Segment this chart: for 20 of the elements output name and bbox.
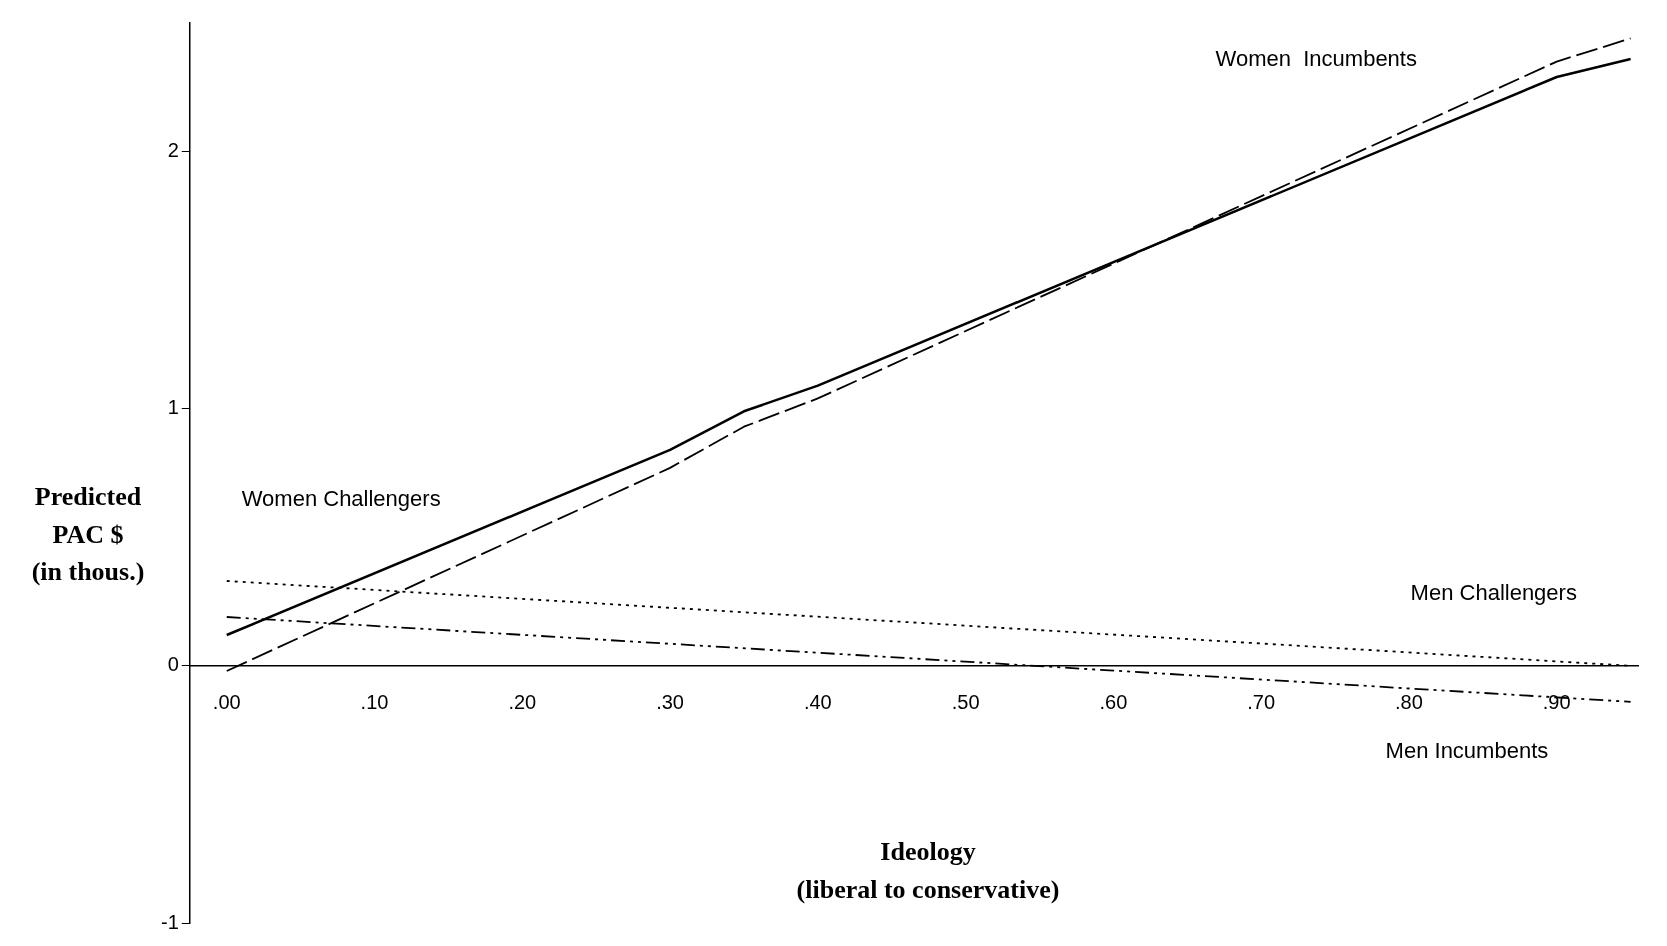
- x-tick-label: .50: [951, 691, 980, 714]
- x-tick-label: .40: [803, 691, 832, 714]
- x-tick-label: .10: [360, 691, 389, 714]
- x-tick-label: .00: [212, 691, 241, 714]
- text: Women Incumbents: [1215, 46, 1417, 72]
- x-axis-title: Ideology (liberal to conservative): [795, 836, 1061, 906]
- x-tick-label: .90: [1542, 691, 1571, 714]
- y-tick-label: 2: [167, 139, 179, 162]
- y-axis-title: Predicted PAC $ (in thous.): [30, 481, 146, 589]
- x-tick-label: .60: [1099, 691, 1128, 714]
- x-tick-label: .20: [508, 691, 537, 714]
- text: Men Challengers: [1410, 579, 1577, 605]
- y-tick-label: -1: [160, 910, 179, 933]
- x-tick-label: .80: [1395, 691, 1423, 714]
- y-tick-label: 1: [167, 396, 179, 419]
- x-tick-label: .70: [1247, 691, 1276, 714]
- series-label: Men Incumbents: [1385, 737, 1549, 763]
- y-tick-label: 0: [167, 653, 179, 676]
- x-tick-label: .30: [656, 691, 684, 714]
- series-label: Women Challengers: [241, 486, 441, 512]
